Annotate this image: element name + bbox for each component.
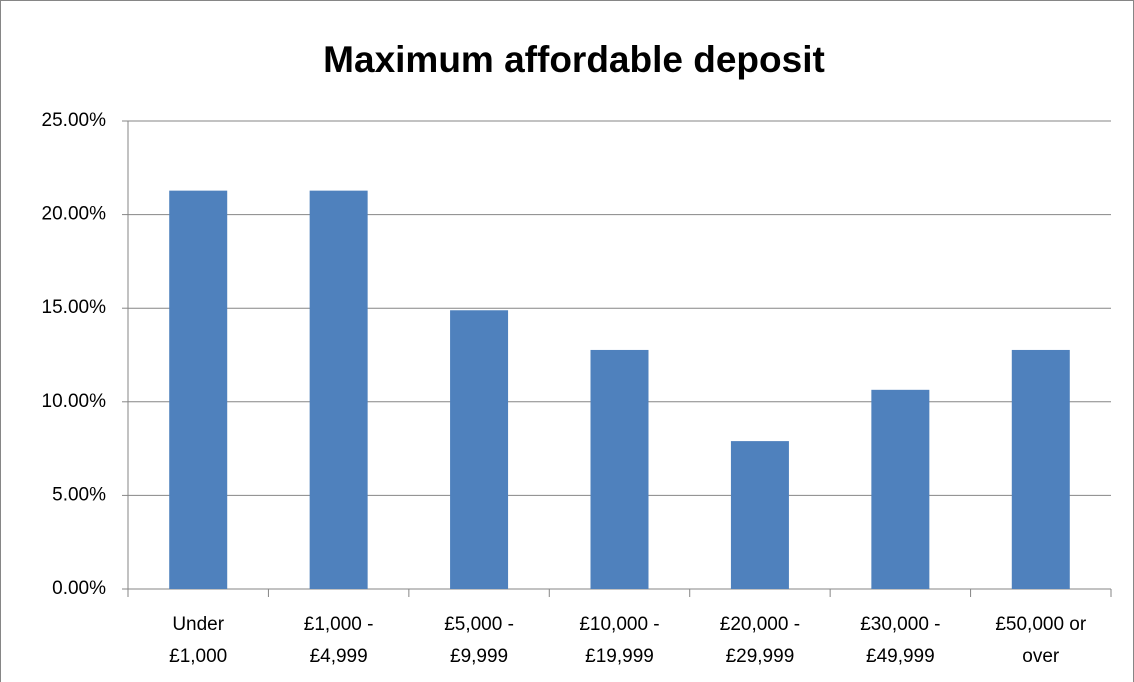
x-tick-label-line: over	[1022, 646, 1060, 667]
x-tick-label: £50,000 or over	[995, 614, 1087, 667]
y-tick-label: 10.00%	[42, 391, 107, 412]
x-tick-label: £30,000 - £49,999	[860, 614, 940, 667]
x-tick-label-line: £5,000 -	[444, 614, 514, 635]
y-tick-label: 15.00%	[42, 297, 107, 318]
x-tick-label: £10,000 - £19,999	[579, 614, 659, 667]
x-tick-label: £20,000 - £29,999	[720, 614, 800, 667]
y-tick-label: 25.00%	[42, 110, 107, 131]
x-tick-label: £1,000 - £4,999	[304, 614, 374, 667]
y-tick-label: 0.00%	[52, 578, 106, 599]
bar	[590, 349, 649, 589]
bar	[1011, 349, 1070, 589]
bar	[450, 310, 509, 589]
x-tick-label-line: £50,000 or	[995, 614, 1087, 635]
x-tick-label-line: £19,999	[585, 646, 654, 667]
bar	[169, 190, 228, 589]
x-tick-label-line: £1,000	[169, 646, 227, 667]
chart-title: Maximum affordable deposit	[323, 39, 825, 80]
x-tick-label-line: £29,999	[726, 646, 795, 667]
x-tick-label-line: £20,000 -	[720, 614, 800, 635]
x-tick-label-line: £4,999	[310, 646, 368, 667]
x-tick-label-line: £10,000 -	[579, 614, 659, 635]
x-tick-label-line: Under	[172, 614, 224, 635]
x-tick-label-line: £30,000 -	[860, 614, 940, 635]
x-tick-label-line: £49,999	[866, 646, 935, 667]
y-tick-label: 20.00%	[42, 204, 107, 225]
bar	[730, 441, 789, 589]
x-tick-label: Under £1,000	[169, 614, 227, 667]
bar	[309, 190, 368, 589]
x-tick-label: £5,000 - £9,999	[444, 614, 514, 667]
y-tick-label: 5.00%	[52, 484, 106, 505]
x-tick-label-line: £1,000 -	[304, 614, 374, 635]
bar	[871, 389, 930, 589]
x-tick-label-line: £9,999	[450, 646, 508, 667]
